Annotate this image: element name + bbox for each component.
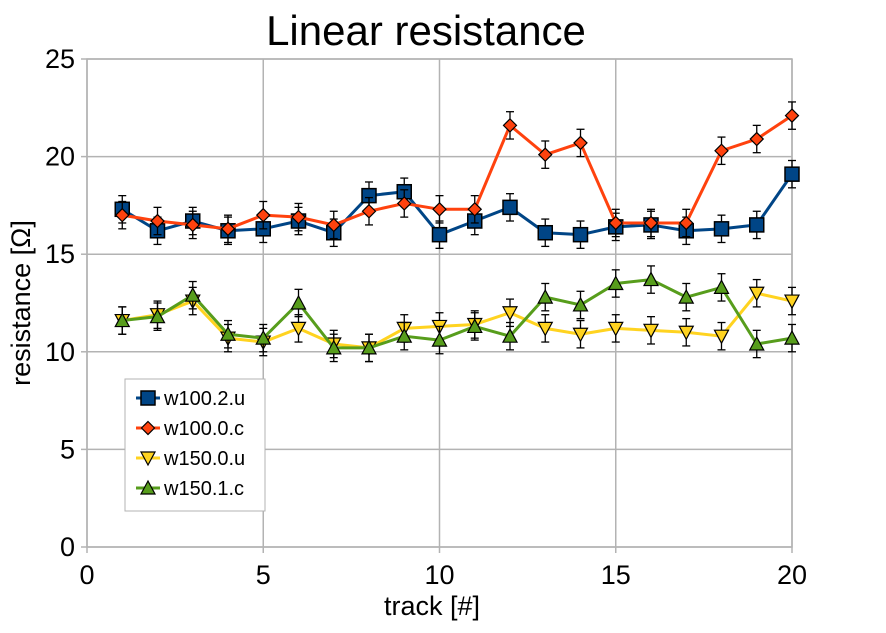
legend-label: w100.0.c: [163, 418, 244, 440]
data-point: [572, 327, 589, 343]
y-tick-label: 0: [60, 532, 75, 562]
legend-item: w100.0.c: [136, 418, 244, 440]
legend: w100.2.u w100.0.c w150.0.u w150.1.c: [124, 378, 266, 512]
data-point: [114, 207, 130, 223]
legend-marker: [139, 451, 157, 467]
series-layer: [114, 101, 801, 363]
data-point: [713, 329, 730, 345]
data-point: [149, 308, 166, 324]
data-point: [502, 118, 518, 133]
chart-title: Linear resistance: [266, 7, 586, 54]
data-point: [749, 131, 765, 147]
data-point: [784, 108, 800, 123]
data-point: [291, 209, 306, 225]
data-point: [572, 296, 589, 312]
y-tick-label: 5: [60, 434, 75, 464]
data-point: [325, 339, 342, 355]
data-point: [537, 321, 554, 337]
data-point: [185, 217, 201, 233]
data-point: [290, 321, 307, 337]
data-point: [642, 323, 660, 339]
data-point: [326, 217, 342, 233]
data-point: [783, 329, 801, 345]
data-point: [678, 325, 695, 341]
data-point: [431, 226, 448, 243]
data-point: [783, 294, 801, 310]
data-point: [537, 288, 554, 304]
data-point: [360, 339, 378, 355]
data-point: [784, 166, 800, 182]
data-point: [184, 286, 201, 302]
legend-marker: [139, 479, 157, 495]
data-point: [220, 221, 236, 237]
data-point: [607, 321, 624, 337]
data-point: [749, 217, 765, 233]
data-point: [537, 224, 553, 241]
series-line: [122, 278, 793, 350]
data-point: [501, 306, 519, 322]
data-point: [537, 147, 553, 162]
x-tick-label: 0: [79, 560, 94, 590]
data-point: [748, 335, 765, 351]
legend-marker: [140, 420, 156, 436]
x-tick-label: 10: [424, 560, 454, 590]
legend-item: w150.0.u: [136, 448, 245, 470]
y-tick-label: 25: [45, 44, 75, 74]
y-tick-label: 10: [45, 337, 75, 367]
data-point: [607, 275, 624, 291]
legend-label: w100.2.u: [163, 388, 245, 410]
series-w150-1-c: [114, 265, 801, 363]
data-point: [608, 215, 624, 231]
data-point: [572, 226, 589, 243]
series-w100-0-c: [114, 101, 800, 244]
data-point: [748, 286, 765, 302]
data-point: [396, 327, 413, 343]
x-tick-label: 5: [256, 560, 271, 590]
data-point: [466, 318, 483, 334]
data-point: [573, 135, 588, 151]
data-point: [642, 271, 660, 287]
y-axis-label: resistance [Ω]: [6, 220, 36, 386]
x-tick-label: 15: [601, 560, 631, 590]
x-tick-label: 20: [777, 560, 807, 590]
y-tick-label: 15: [45, 239, 75, 269]
data-point: [501, 327, 519, 343]
data-point: [255, 207, 271, 223]
data-point: [150, 213, 165, 229]
legend-item: w150.1.c: [136, 478, 244, 500]
x-axis-ticks: 0 5 10 15 20: [79, 560, 807, 590]
data-point: [678, 215, 694, 231]
legend-label: w150.0.u: [163, 448, 245, 470]
data-point: [431, 331, 448, 347]
series-line: [122, 114, 793, 231]
series-w150-0-u: [114, 278, 801, 363]
data-point: [396, 196, 412, 211]
data-point: [714, 143, 729, 159]
legend-marker: [140, 390, 156, 406]
data-point: [219, 325, 237, 341]
data-point: [255, 329, 272, 345]
data-point: [713, 279, 730, 294]
data-point: [643, 215, 659, 231]
data-point: [114, 312, 131, 328]
series-w100-2-u: [114, 159, 800, 249]
legend-item: w100.2.u: [136, 388, 245, 410]
data-point: [678, 288, 695, 304]
x-axis-label: track [#]: [384, 591, 480, 621]
data-point: [432, 201, 447, 217]
data-point: [502, 199, 518, 216]
y-axis-ticks: 0 5 10 15 20 25: [45, 44, 75, 562]
y-tick-label: 20: [45, 142, 75, 172]
legend-label: w150.1.c: [163, 478, 244, 500]
data-point: [713, 221, 730, 237]
data-point: [361, 203, 377, 219]
data-point: [467, 201, 483, 217]
data-point: [290, 294, 307, 310]
